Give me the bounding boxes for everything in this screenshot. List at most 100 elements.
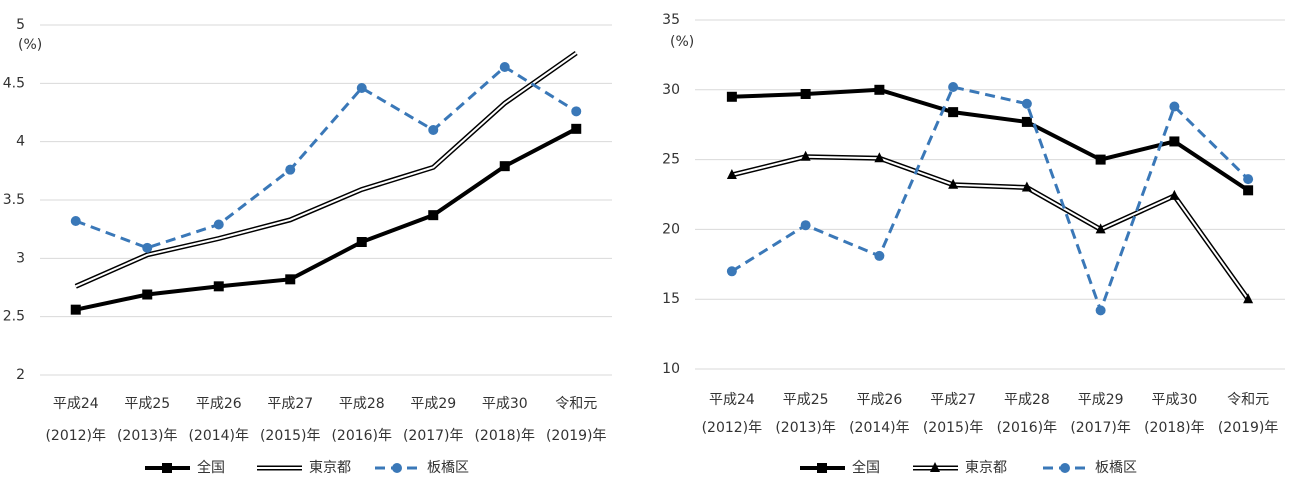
marker xyxy=(726,168,737,179)
marker xyxy=(70,216,81,226)
series-line-inner xyxy=(75,52,577,288)
x-tick-label: 平成28 xyxy=(339,396,385,412)
x-tick-label: 平成25 xyxy=(124,396,170,412)
y-axis-label: (%) xyxy=(18,37,42,53)
series-line xyxy=(75,65,578,250)
marker xyxy=(1169,189,1180,200)
y-tick-label: 20 xyxy=(662,221,680,237)
y-tick-label: 4 xyxy=(16,134,25,150)
y-tick-label: 15 xyxy=(662,291,680,307)
marker xyxy=(930,462,940,472)
marker xyxy=(726,266,737,277)
series-line xyxy=(731,85,1250,315)
marker xyxy=(571,123,582,134)
marker xyxy=(571,106,582,117)
x-tick-label: 平成30 xyxy=(482,396,528,412)
x-tick-label: 平成26 xyxy=(196,396,242,412)
x-tick-label: 平成27 xyxy=(267,396,313,412)
marker xyxy=(142,289,153,300)
x-tick-label: (2018)年 xyxy=(1144,420,1205,436)
x-tick-label: 平成28 xyxy=(1004,392,1050,408)
y-tick-label: 5 xyxy=(16,17,25,33)
x-tick-label: (2018)年 xyxy=(474,428,535,444)
marker xyxy=(285,164,296,175)
marker xyxy=(1095,223,1106,234)
y-tick-label: 35 xyxy=(662,12,680,28)
legend-label: 板橋区 xyxy=(427,460,469,476)
series-line-inner xyxy=(731,155,1249,300)
y-tick-label: 25 xyxy=(662,152,680,168)
marker xyxy=(948,82,959,93)
x-tick-label: 平成25 xyxy=(783,392,829,408)
marker xyxy=(499,161,510,172)
marker xyxy=(1243,185,1254,196)
y-axis-label: (%) xyxy=(670,34,694,50)
marker xyxy=(874,152,885,163)
marker xyxy=(817,463,827,473)
legend-label: 板橋区 xyxy=(1095,460,1137,476)
marker xyxy=(1021,181,1032,192)
y-tick-label: 2.5 xyxy=(3,309,25,325)
y-tick-label: 10 xyxy=(662,361,680,377)
y-tick-label: 30 xyxy=(662,82,680,98)
marker xyxy=(874,84,885,95)
x-tick-label: 平成29 xyxy=(410,396,456,412)
marker xyxy=(392,463,402,473)
legend-label: 東京都 xyxy=(965,460,1007,476)
x-tick-label: (2013)年 xyxy=(117,428,178,444)
x-tick-label: 平成29 xyxy=(1078,392,1124,408)
marker xyxy=(70,304,81,315)
marker xyxy=(948,107,959,118)
y-tick-label: 3 xyxy=(16,250,25,266)
marker xyxy=(213,219,224,230)
y-tick-label: 2 xyxy=(16,367,25,383)
x-tick-label: (2017)年 xyxy=(1070,420,1131,436)
marker xyxy=(800,150,811,161)
x-tick-label: 平成27 xyxy=(930,392,976,408)
marker xyxy=(1060,463,1070,473)
x-tick-label: (2015)年 xyxy=(923,420,984,436)
marker xyxy=(948,178,959,189)
marker xyxy=(1243,174,1254,185)
x-tick-label: 平成24 xyxy=(709,392,755,408)
x-tick-label: 令和元 xyxy=(1227,392,1269,408)
marker xyxy=(1021,116,1032,127)
legend-label: 東京都 xyxy=(309,460,351,476)
y-tick-label: 4.5 xyxy=(3,75,25,91)
x-tick-label: (2013)年 xyxy=(775,420,836,436)
marker xyxy=(142,242,153,253)
marker xyxy=(800,88,811,99)
x-tick-label: (2016)年 xyxy=(331,428,392,444)
marker xyxy=(356,83,367,93)
marker xyxy=(874,250,885,261)
x-tick-label: 平成26 xyxy=(856,392,902,408)
x-tick-label: 平成24 xyxy=(53,396,99,412)
x-tick-label: (2017)年 xyxy=(403,428,464,444)
x-tick-label: (2019)年 xyxy=(546,428,607,444)
x-tick-label: 令和元 xyxy=(555,396,597,412)
marker xyxy=(800,220,811,231)
x-tick-label: (2012)年 xyxy=(702,420,763,436)
x-tick-label: (2015)年 xyxy=(260,428,321,444)
marker xyxy=(1169,136,1180,147)
x-tick-label: (2014)年 xyxy=(849,420,910,436)
marker xyxy=(726,91,737,102)
marker xyxy=(1169,101,1180,112)
marker xyxy=(428,125,439,135)
x-tick-label: 平成30 xyxy=(1151,392,1197,408)
x-tick-label: (2019)年 xyxy=(1218,420,1279,436)
marker xyxy=(499,62,510,72)
legend-label: 全国 xyxy=(197,459,225,476)
marker xyxy=(162,463,172,473)
marker xyxy=(1243,293,1254,304)
marker xyxy=(1095,305,1106,316)
legend-label: 全国 xyxy=(852,459,880,476)
marker xyxy=(428,210,439,221)
marker xyxy=(285,274,296,285)
x-tick-label: (2016)年 xyxy=(997,420,1058,436)
marker xyxy=(356,237,367,247)
marker xyxy=(1095,154,1106,165)
x-tick-label: (2014)年 xyxy=(188,428,249,444)
marker xyxy=(213,281,224,292)
